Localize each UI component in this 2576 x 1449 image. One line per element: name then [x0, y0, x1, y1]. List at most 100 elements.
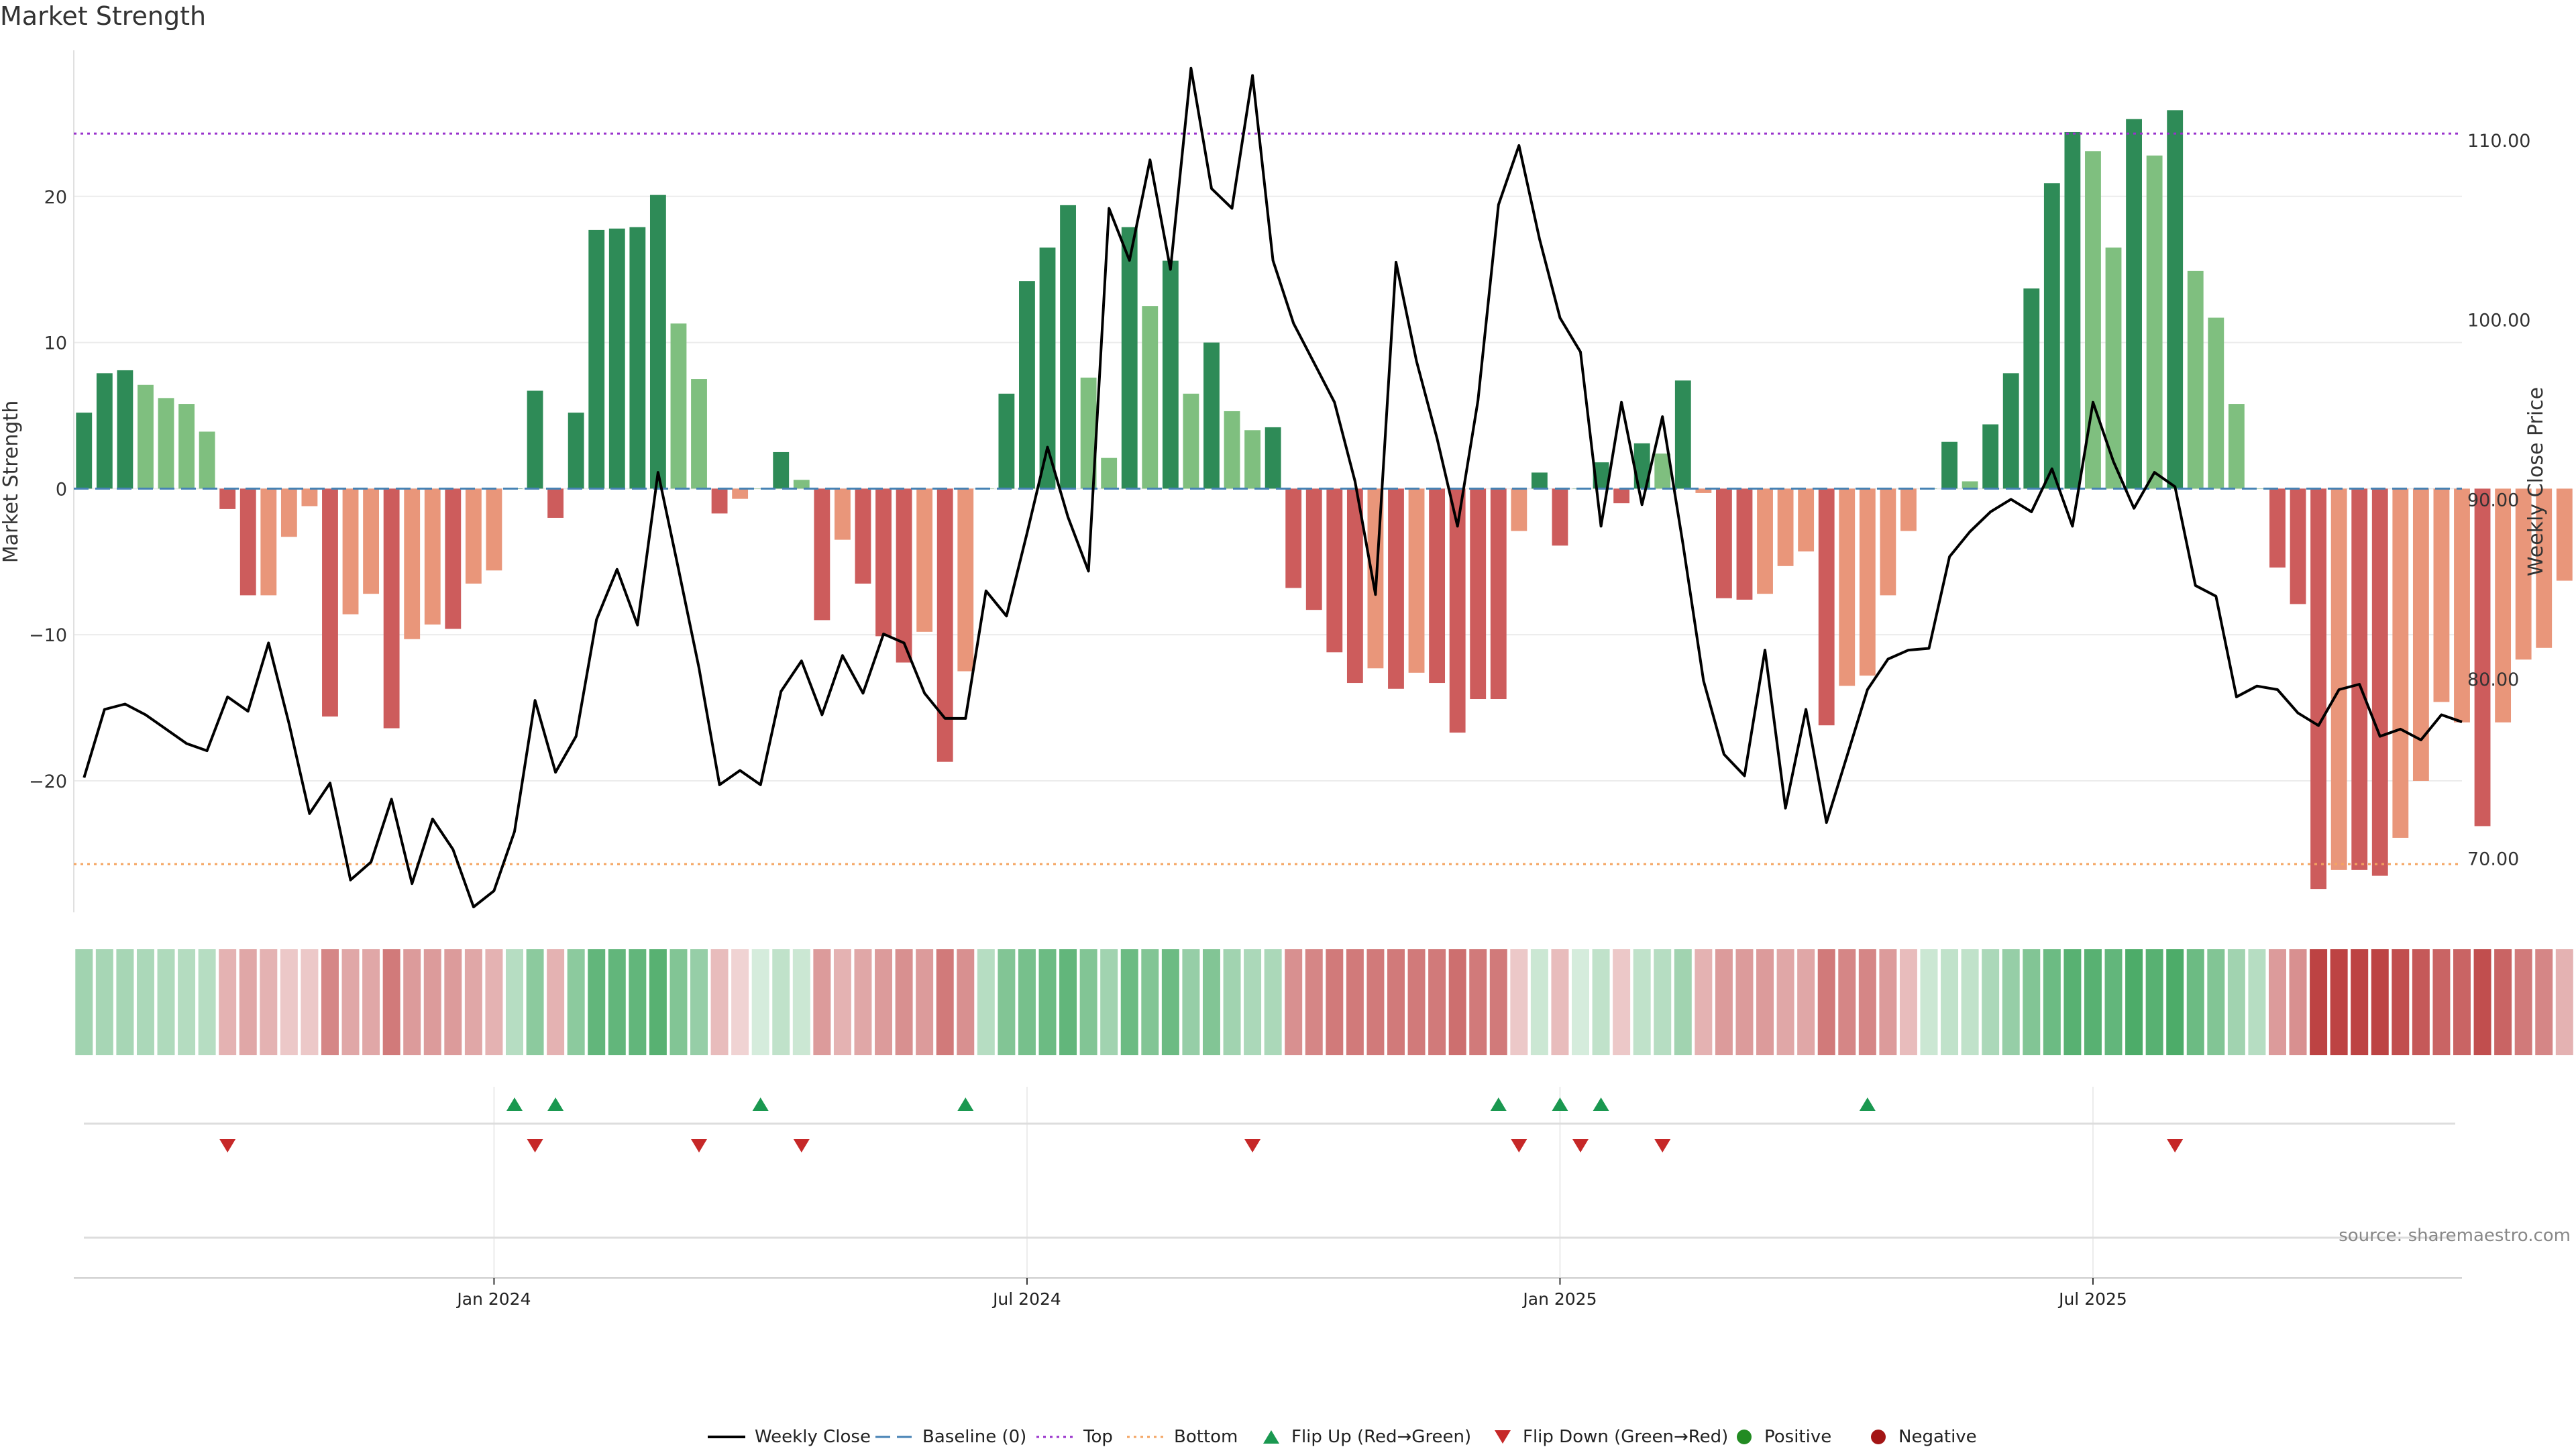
heat-cell	[1674, 949, 1692, 1055]
negative-bar	[1757, 488, 1773, 594]
positive-bar	[1531, 472, 1548, 489]
flip-up-marker	[957, 1097, 974, 1111]
heat-cell	[2186, 949, 2204, 1055]
legend-swatch	[1871, 1430, 1886, 1444]
negative-bar	[1613, 488, 1630, 504]
heat-cell	[2555, 949, 2573, 1055]
flip-up-marker	[752, 1097, 769, 1111]
flip-down-marker	[2167, 1139, 2184, 1152]
heat-cell	[1448, 949, 1466, 1055]
heat-cell	[751, 949, 769, 1055]
positive-bar	[2146, 155, 2163, 489]
positive-bar	[568, 413, 584, 489]
legend-item-positive: Positive	[1737, 1427, 1831, 1447]
heat-cell	[2392, 949, 2410, 1055]
heat-cell	[2268, 949, 2286, 1055]
negative-bar	[1839, 488, 1856, 686]
positive-bar	[138, 384, 154, 489]
negative-bar	[301, 488, 318, 506]
flip-up-marker	[1552, 1097, 1568, 1111]
heat-cell	[2453, 949, 2471, 1055]
negative-bar	[1777, 488, 1794, 566]
negative-bar	[1285, 488, 1302, 588]
flip-down-marker	[219, 1139, 236, 1152]
negative-bar	[936, 488, 953, 762]
heat-cell	[280, 949, 298, 1055]
y-tick-label: 0	[56, 479, 67, 500]
negative-bar	[1818, 488, 1835, 726]
negative-bar	[1429, 488, 1446, 684]
heat-cell	[1038, 949, 1057, 1055]
positive-bar	[1019, 281, 1035, 489]
heat-cell	[116, 949, 134, 1055]
legend-swatch	[1263, 1430, 1279, 1444]
positive-bar	[2064, 131, 2081, 489]
heat-cell	[1223, 949, 1241, 1055]
heat-cell	[1961, 949, 1979, 1055]
heat-cell	[2351, 949, 2369, 1055]
positive-bar	[2023, 288, 2040, 489]
negative-bar	[1798, 488, 1815, 552]
source-note: source: sharemaestro.com	[2339, 1226, 2571, 1246]
heat-cell	[239, 949, 257, 1055]
heat-cell	[772, 949, 790, 1055]
heat-cell	[341, 949, 360, 1055]
heat-cell	[977, 949, 995, 1055]
heat-cell	[1018, 949, 1036, 1055]
heat-cell	[1633, 949, 1651, 1055]
heat-cell	[1510, 949, 1528, 1055]
x-tick-label: Jul 2025	[2057, 1289, 2127, 1309]
negative-bar	[2371, 488, 2388, 876]
legend: Weekly Close Baseline (0) Top Bottom Flip Up…	[708, 1427, 1977, 1447]
positive-bar	[649, 195, 666, 489]
positive-bar	[629, 227, 646, 489]
heat-cell	[2104, 949, 2123, 1055]
heat-cell	[629, 949, 647, 1055]
heat-cell	[2535, 949, 2553, 1055]
positive-bar	[178, 404, 195, 489]
heat-cell	[1695, 949, 1713, 1055]
heat-cell	[669, 949, 688, 1055]
heat-cell	[1244, 949, 1262, 1055]
page-title: Market Strength	[0, 1, 207, 31]
positive-bar	[2085, 151, 2101, 489]
heat-cell	[1161, 949, 1179, 1055]
heat-cell	[2125, 949, 2143, 1055]
heat-cell	[2289, 949, 2307, 1055]
heat-cell	[75, 949, 93, 1055]
positive-bar	[2126, 119, 2142, 489]
heat-cell	[464, 949, 482, 1055]
weekly-close-line	[83, 66, 2463, 908]
heat-cell	[321, 949, 339, 1055]
flip-up-marker	[547, 1097, 564, 1111]
positive-bar	[96, 373, 113, 489]
heat-cell	[1530, 949, 1548, 1055]
positive-bar	[1654, 453, 1671, 489]
price-layer	[83, 66, 2463, 908]
legend-item-negative: Negative	[1871, 1427, 1977, 1447]
heat-cell	[178, 949, 196, 1055]
legend-item-flip-down: Flip Down (Green→Red)	[1495, 1427, 1728, 1447]
heat-cell	[813, 949, 831, 1055]
heat-cell	[854, 949, 872, 1055]
heat-cell	[1387, 949, 1405, 1055]
heat-cell	[936, 949, 954, 1055]
positive-bar	[1244, 430, 1260, 489]
positive-bar	[691, 379, 707, 489]
positive-bar	[2002, 373, 2019, 489]
legend-label: Flip Down (Green→Red)	[1523, 1427, 1728, 1447]
positive-bar	[2249, 488, 2265, 489]
heat-cell	[792, 949, 810, 1055]
negative-bar	[896, 488, 912, 663]
heat-cell	[526, 949, 544, 1055]
negative-bar	[424, 488, 441, 625]
y2-tick-label: 100.00	[2467, 311, 2530, 331]
positive-bar	[752, 488, 769, 489]
heat-cell	[2227, 949, 2245, 1055]
y-tick-label: 20	[44, 187, 67, 208]
heat-cell	[1141, 949, 1159, 1055]
legend-swatch	[1495, 1430, 1511, 1444]
legend-label: Weekly Close	[755, 1427, 871, 1447]
positive-bar	[1162, 260, 1179, 489]
